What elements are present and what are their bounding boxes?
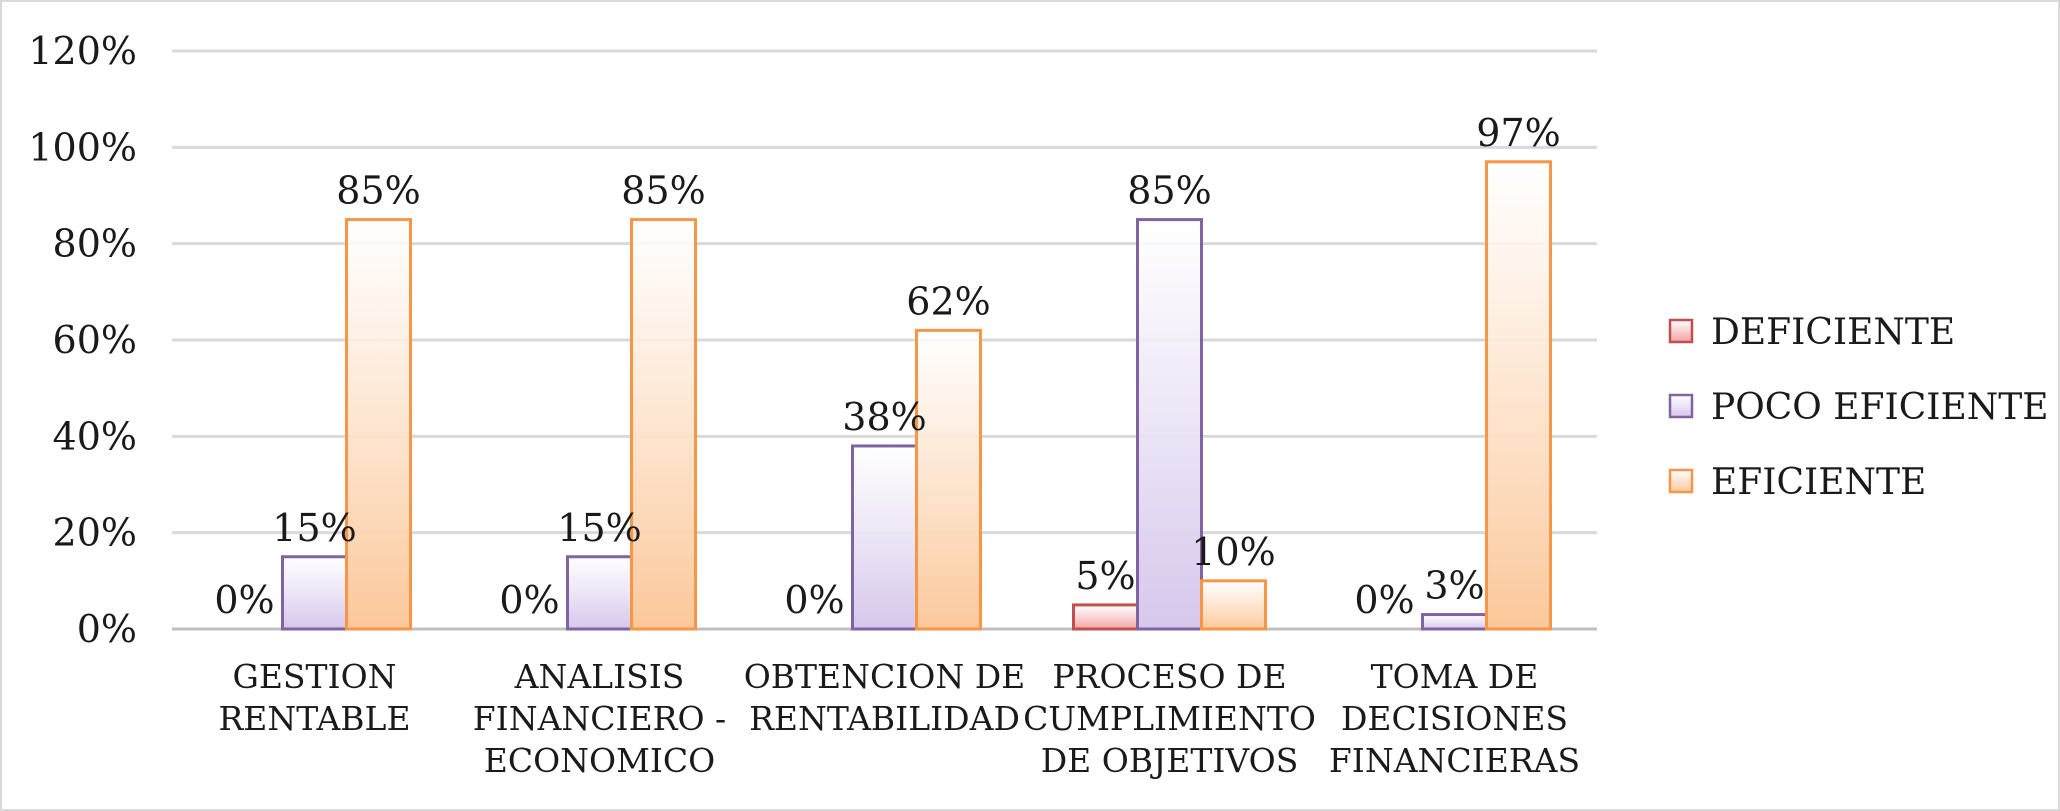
category-label: OBTENCION DE RENTABILIDAD [744,657,1026,738]
x-axis-category-labels: GESTION RENTABLE ANALISIS FINANCIERO -ECONO… [218,657,1580,780]
bar-eficiente [1200,579,1267,631]
data-label: 0% [214,578,274,622]
data-label: 0% [1354,578,1414,622]
legend-label: POCO EFICIENTE [1711,387,2049,428]
y-tick-label: 20% [53,511,137,555]
bar-deficiente [1072,603,1139,631]
y-tick-label: 80% [53,222,137,266]
data-label: 97% [1476,111,1560,155]
category-label: GESTION RENTABLE [218,657,410,738]
y-tick-label: 0% [77,607,137,651]
legend-label: DEFICIENTE [1711,312,1955,353]
data-label: 0% [499,578,559,622]
bars [281,160,1552,631]
bar-eficiente [630,218,697,631]
data-label: 0% [784,578,844,622]
bar-poco-eficiente [566,555,633,631]
data-label: 10% [1191,530,1275,574]
legend-swatch [1668,393,1694,419]
legend: DEFICIENTE POCO EFICIENTE EFICIENTE [1668,312,2049,503]
y-tick-label: 40% [53,414,137,458]
bar-poco-eficiente [1421,613,1488,631]
bar-eficiente [1485,160,1552,631]
data-label: 5% [1075,554,1135,598]
bar-eficiente [345,218,412,631]
bar-poco-eficiente [281,555,348,631]
legend-swatch [1668,468,1694,494]
data-label: 15% [557,506,641,550]
data-label: 3% [1424,564,1484,608]
legend-label: EFICIENTE [1711,462,1926,503]
y-tick-label: 60% [53,318,137,362]
y-tick-label: 100% [28,125,137,169]
data-labels: 0%15%85%0%15%85%0%38%62%5%85%10%0% 3%97% [214,111,1560,622]
y-tick-label: 120% [28,29,137,73]
category-label: PROCESO DE CUMPLIMIENTO DE OBJETIVOS [1023,657,1316,780]
bar-eficiente [915,328,982,631]
data-label: 15% [272,506,356,550]
bar-poco-eficiente [851,444,918,631]
legend-swatch [1668,318,1694,344]
data-label: 38% [842,395,926,439]
data-label: 85% [336,169,420,213]
data-label: 85% [1127,169,1211,213]
data-label: 85% [621,169,705,213]
category-label: TOMA DE DECISIONES FINANCIERAS [1329,657,1580,780]
bar-poco-eficiente [1136,218,1203,631]
data-label: 62% [906,279,990,323]
category-label: ANALISIS FINANCIERO -ECONOMICO [473,657,726,780]
y-axis-tick-labels: 0% 20% 40% 60% 80% 100% 120% [28,29,137,651]
